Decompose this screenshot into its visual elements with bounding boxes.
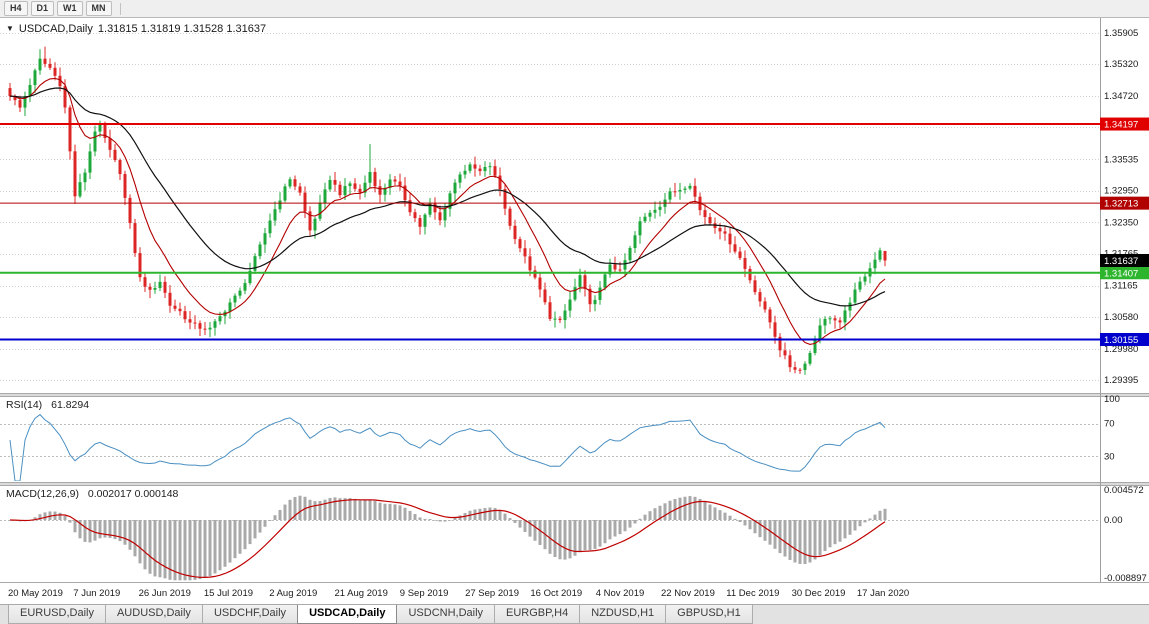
rsi-axis-label: 100 [1104,394,1120,405]
price-axis-label: 1.34720 [1104,91,1138,102]
macd-axis-label: -0.008897 [1104,573,1147,584]
timeframe-mn-button[interactable]: MN [85,1,112,16]
price-gridlines [0,33,1100,381]
date-axis-label: 20 May 2019 [8,588,63,599]
tab-nzdusd-h1[interactable]: NZDUSD,H1 [579,605,667,624]
rsi-indicator-value: 61.8294 [51,399,90,411]
price-axis-label: 1.32950 [1104,186,1138,197]
tab-audusd-daily[interactable]: AUDUSD,Daily [104,605,203,624]
price-axis[interactable]: 1.359051.353201.347201.341351.335351.329… [1104,28,1147,584]
rsi-level-lines [0,424,1100,457]
timeframe-toolbar: H4 D1 W1 MN [0,0,1149,18]
price-axis-label: 1.30580 [1104,312,1138,323]
rsi-pane-label: RSI(14) 61.8294 [6,399,89,411]
chart-ohlc-values: 1.31815 1.31819 1.31528 1.31637 [97,23,267,35]
date-axis[interactable]: 20 May 2019 7 Jun 2019 26 Jun 2019 15 Jul 2… [8,588,909,599]
date-axis-label: 11 Dec 2019 [726,588,779,599]
date-axis-label: 9 Sep 2019 [400,588,449,599]
timeframe-h4-button[interactable]: H4 [4,1,28,16]
ma-slow-line [9,87,886,307]
macd-axis-label: 0.00 [1104,515,1123,526]
svg-text:1.32713: 1.32713 [1104,199,1138,210]
chart-symbol-period: USDCAD,Daily [18,23,93,35]
pane-resize-divider[interactable] [0,393,1149,397]
tab-eurusd-daily[interactable]: EURUSD,Daily [8,605,106,624]
rsi-axis-label: 30 [1104,451,1115,462]
date-axis-label: 16 Oct 2019 [530,588,582,599]
macd-indicator-name: MACD(12,26,9) [6,488,79,500]
rsi-indicator-name: RSI(14) [6,399,43,411]
rsi-axis-label: 70 [1104,419,1115,430]
tab-usdchf-daily[interactable]: USDCHF,Daily [201,605,299,624]
rsi-line [9,413,886,481]
level-price-badge: 1.30155 [1100,332,1149,346]
symbol-marker-icon: ▼ [6,23,14,33]
level-price-badge: 1.32713 [1100,196,1149,210]
price-axis-label: 1.32350 [1104,217,1138,228]
current-price-badge: 1.31637 [1100,253,1149,267]
ma-fast-line [9,77,886,345]
date-axis-label: 15 Jul 2019 [204,588,253,599]
price-axis-label: 1.29395 [1104,375,1138,386]
tab-gbpusd-h1[interactable]: GBPUSD,H1 [665,605,753,624]
date-axis-label: 2 Aug 2019 [269,588,317,599]
chart-canvas[interactable]: 1.359051.353201.347201.341351.335351.329… [0,18,1149,604]
level-price-badge: 1.31407 [1100,266,1149,280]
timeframe-w1-button[interactable]: W1 [57,1,83,16]
macd-indicator-values: 0.002017 0.000148 [87,488,179,500]
timeframe-d1-button[interactable]: D1 [30,1,55,16]
date-axis-label: 7 Jun 2019 [73,588,120,599]
candlestick-series [8,46,887,375]
svg-text:1.34197: 1.34197 [1104,120,1138,131]
date-axis-label: 26 Jun 2019 [139,588,191,599]
svg-text:1.31637: 1.31637 [1104,256,1138,267]
date-axis-label: 22 Nov 2019 [661,588,715,599]
date-axis-label: 17 Jan 2020 [857,588,909,599]
chart-tabs-bar: EURUSD,Daily AUDUSD,Daily USDCHF,Daily U… [0,604,1149,624]
svg-text:1.30155: 1.30155 [1104,335,1138,346]
price-axis-label: 1.35905 [1104,28,1138,39]
price-axis-label: 1.29980 [1104,344,1138,355]
tab-usdcnh-daily[interactable]: USDCNH,Daily [396,605,496,624]
date-axis-label: 4 Nov 2019 [596,588,645,599]
tab-eurgbp-h4[interactable]: EURGBP,H4 [494,605,581,624]
pane-resize-divider[interactable] [0,482,1149,486]
date-axis-label: 21 Aug 2019 [335,588,388,599]
chart-title: ▼ USDCAD,Daily 1.31815 1.31819 1.31528 1… [6,23,266,35]
date-axis-label: 30 Dec 2019 [792,588,846,599]
price-axis-label: 1.35320 [1104,59,1138,70]
level-price-badge: 1.34197 [1100,117,1149,131]
macd-pane-label: MACD(12,26,9) 0.002017 0.000148 [6,488,178,500]
tab-usdcad-daily[interactable]: USDCAD,Daily [297,605,398,624]
macd-histogram [8,495,887,581]
macd-signal-line [9,499,886,579]
macd-axis-label: 0.004572 [1104,485,1144,496]
price-axis-label: 1.33535 [1104,154,1138,165]
toolbar-separator [119,2,121,15]
date-axis-label: 27 Sep 2019 [465,588,519,599]
price-axis-label: 1.31165 [1104,281,1138,292]
svg-text:1.31407: 1.31407 [1104,268,1138,279]
